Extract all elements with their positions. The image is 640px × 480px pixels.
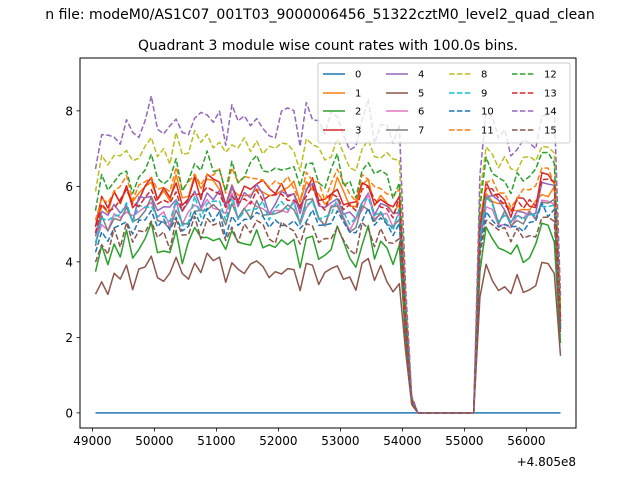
x-tick-label: 55000	[445, 434, 483, 448]
chart-title: Quadrant 3 module wise count rates with …	[138, 38, 518, 54]
y-tick-label: 2	[65, 331, 73, 345]
y-tick-label: 8	[65, 104, 73, 118]
legend-label-1: 1	[355, 89, 361, 100]
y-axis: 0 2 4 6 8	[65, 104, 80, 420]
legend-label-6: 6	[418, 107, 424, 118]
x-tick-label: 50000	[135, 434, 173, 448]
series-line-13	[94, 178, 562, 414]
x-tick-label: 54000	[383, 434, 421, 448]
y-tick-label: 4	[65, 255, 73, 269]
legend-label-0: 0	[355, 70, 361, 81]
x-axis: 49000 50000 51000 52000 53000 54000 55000 56000	[73, 428, 545, 448]
legend-label-8: 8	[481, 70, 487, 81]
y-tick-label: 6	[65, 180, 73, 194]
x-tick-label: 53000	[321, 434, 359, 448]
legend-label-12: 12	[544, 70, 557, 81]
legend-label-5: 5	[418, 89, 424, 100]
legend-label-10: 10	[481, 107, 494, 118]
x-tick-label: 56000	[507, 434, 545, 448]
figure-suptitle: n file: modeM0/AS1C07_001T03_9000006456_…	[45, 7, 594, 23]
series-line-15	[94, 215, 562, 414]
legend-label-14: 14	[544, 107, 557, 118]
x-tick-label: 49000	[73, 434, 111, 448]
legend-label-2: 2	[355, 107, 361, 118]
y-tick-label: 0	[65, 406, 73, 420]
legend-label-9: 9	[481, 89, 487, 100]
legend-label-3: 3	[355, 126, 361, 137]
series-line-12	[94, 150, 562, 414]
legend-label-11: 11	[481, 126, 494, 137]
legend-label-7: 7	[418, 126, 424, 137]
x-tick-label: 52000	[259, 434, 297, 448]
x-tick-label: 51000	[197, 434, 235, 448]
legend-label-15: 15	[544, 126, 557, 137]
legend-label-13: 13	[544, 89, 557, 100]
series-line-2	[94, 222, 562, 414]
series-line-10	[94, 202, 562, 414]
series-line-11	[94, 166, 562, 414]
x-axis-offset-label: +4.805e8	[517, 455, 576, 469]
series-line-9	[94, 194, 562, 414]
series-layer	[94, 95, 562, 414]
legend-label-4: 4	[418, 70, 424, 81]
series-line-5	[94, 252, 562, 414]
legend-frame	[317, 62, 571, 144]
plot-frame	[79, 57, 577, 429]
